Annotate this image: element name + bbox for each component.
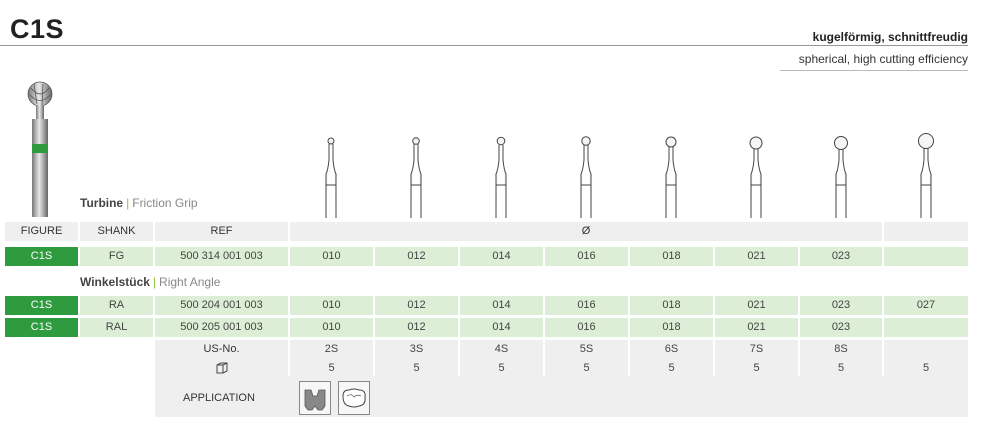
us-no-cell: 4S <box>460 340 543 359</box>
subtitle-rule <box>780 70 968 71</box>
bur-drawing-012 <box>410 137 422 218</box>
ref-cell: 500 204 001 003 <box>155 296 288 315</box>
size-cell: 010 <box>290 318 373 337</box>
package-cell: 5 <box>800 359 882 378</box>
size-cell: 010 <box>290 247 373 266</box>
header-diameter: Ø <box>290 222 882 241</box>
bur-drawing-010 <box>325 137 337 218</box>
shank-cell: RA <box>80 296 153 315</box>
ref-cell: 500 314 001 003 <box>155 247 288 266</box>
section-angle-title: Winkelstück <box>80 275 150 289</box>
size-cell: 016 <box>545 296 628 315</box>
us-no-label: US-No. <box>155 340 288 359</box>
size-cell: 012 <box>375 296 458 315</box>
size-cell: 014 <box>460 318 543 337</box>
header-ref: REF <box>155 222 288 241</box>
tooth-cavity-icon <box>299 381 331 415</box>
figure-cell: C1S <box>5 296 78 315</box>
us-no-cell: 7S <box>715 340 798 359</box>
package-cell: 5 <box>545 359 628 378</box>
bur-drawing-014 <box>495 136 507 218</box>
section-turbine-subtitle: Friction Grip <box>132 196 198 210</box>
size-cell: 018 <box>630 318 713 337</box>
shank-cell: RAL <box>80 318 153 337</box>
size-cell: 018 <box>630 296 713 315</box>
description-de: kugelförmig, schnittfreudig <box>812 30 968 44</box>
size-cell: 016 <box>545 247 628 266</box>
figure-cell: C1S <box>5 247 78 266</box>
us-no-cell: 2S <box>290 340 373 359</box>
size-cell: 021 <box>715 318 798 337</box>
size-cell: 012 <box>375 318 458 337</box>
tooth-occlusal-icon <box>338 381 370 415</box>
bur-figure <box>27 81 53 217</box>
size-cell: 014 <box>460 247 543 266</box>
shank-cell: FG <box>80 247 153 266</box>
application-blank-cell <box>884 376 968 417</box>
header-blank <box>884 222 968 241</box>
size-cell: 010 <box>290 296 373 315</box>
page-title: C1S <box>10 14 65 44</box>
size-cell: 023 <box>800 247 882 266</box>
section-right-angle: Winkelstück | Right Angle <box>80 275 221 289</box>
size-cell: 016 <box>545 318 628 337</box>
package-cell: 5 <box>375 359 458 378</box>
size-cell: 012 <box>375 247 458 266</box>
title-rule <box>0 45 968 46</box>
package-icon <box>216 362 227 374</box>
size-cell <box>884 247 968 266</box>
size-cell: 018 <box>630 247 713 266</box>
bur-drawing-016 <box>580 136 592 218</box>
header-shank: SHANK <box>80 222 153 241</box>
us-no-cell: 3S <box>375 340 458 359</box>
application-label: APPLICATION <box>183 392 255 404</box>
us-no-cell: 6S <box>630 340 713 359</box>
figure-cell: C1S <box>5 318 78 337</box>
ref-cell: 500 205 001 003 <box>155 318 288 337</box>
size-cell: 023 <box>800 296 882 315</box>
bur-drawing-027 <box>918 133 934 218</box>
bur-drawing-023 <box>834 136 848 218</box>
size-drawings <box>325 133 934 218</box>
size-cell: 014 <box>460 296 543 315</box>
section-angle-subtitle: Right Angle <box>159 275 221 289</box>
size-cell: 023 <box>800 318 882 337</box>
size-cell: 027 <box>884 296 968 315</box>
package-cell: 5 <box>290 359 373 378</box>
package-cell: 5 <box>884 359 968 378</box>
description-en: spherical, high cutting efficiency <box>798 52 968 66</box>
bur-drawing-021 <box>749 136 763 218</box>
section-turbine: Turbine | Friction Grip <box>80 196 198 210</box>
header-figure: FIGURE <box>5 222 78 241</box>
package-cell: 5 <box>630 359 713 378</box>
package-label-cell <box>155 359 288 378</box>
size-cell <box>884 318 968 337</box>
size-cell: 021 <box>715 247 798 266</box>
package-cell: 5 <box>715 359 798 378</box>
application-row <box>155 376 968 417</box>
section-turbine-title: Turbine <box>80 196 124 210</box>
size-cell: 021 <box>715 296 798 315</box>
us-no-cell: 8S <box>800 340 882 359</box>
bur-drawing-018 <box>665 136 677 218</box>
package-cell: 5 <box>460 359 543 378</box>
us-no-cell <box>884 340 968 359</box>
us-no-cell: 5S <box>545 340 628 359</box>
